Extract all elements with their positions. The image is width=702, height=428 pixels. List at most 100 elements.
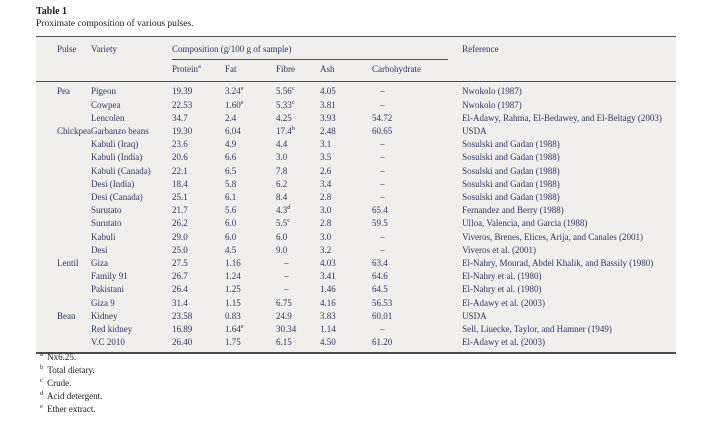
cell-carbohydrate: 64.5	[372, 284, 388, 295]
table-row: Desi 25.0 4.5 9.0 3.2 – Viveros et al. (2001)	[36, 244, 676, 257]
cell-reference: El-Adawy et al. (2003)	[462, 337, 546, 348]
cell-variety: Red kidney	[91, 324, 133, 335]
cell-variety: Desi (India)	[91, 178, 135, 189]
col-header-composition-group: Composition (g/100 g of sample)	[172, 37, 462, 62]
cell-fibre: 5.56c	[276, 85, 295, 97]
cell-variety: Garbanzo beans	[91, 126, 149, 137]
cell-reference: Sell, Liuecke, Taylor, and Hamner (1949)	[462, 324, 612, 335]
sub-header-row: Proteina Fat Fibre Ash Carbohydrate	[36, 61, 677, 83]
cell-fibre: 24.9	[276, 310, 292, 321]
cell-variety: Desi (Canada)	[91, 192, 143, 203]
cell-fat: 5.8	[225, 178, 237, 189]
footnote-b: b Total dietary.	[40, 364, 95, 375]
cell-protein: 22.1	[172, 165, 188, 176]
table-row: Lencolen 34.7 2.4 4.25 3.93 54.72 El-Adawy, Ra…	[36, 112, 676, 125]
cell-variety: Giza	[91, 258, 108, 269]
cell-pulse: Chickpea	[57, 126, 91, 137]
cell-fat: 1.24	[225, 271, 241, 282]
cell-fat: 6.5	[225, 165, 237, 176]
cell-fibre: 8.4	[276, 192, 288, 203]
table-row: Giza 9 31.4 1.15 6.75 4.16 56.53 El-Adawy et a…	[36, 297, 676, 310]
cell-fat: 4.5	[225, 244, 237, 255]
cell-variety: Cowpea	[91, 99, 121, 110]
cell-protein: 34.7	[172, 112, 188, 123]
cell-protein: 20.6	[172, 152, 188, 163]
footnote-c: c Crude.	[40, 377, 72, 388]
cell-carbohydrate: –	[372, 178, 462, 191]
cell-pulse	[36, 270, 91, 283]
cell-carbohydrate: 56.53	[372, 297, 393, 308]
table-row: Pea Pigeon 19.39 3.24e 5.56c 4.05 – Nwokolo (19…	[36, 82, 676, 99]
cell-carbohydrate: 60.01	[372, 310, 393, 321]
cell-reference: Nwokolo (1987)	[462, 86, 522, 97]
cell-variety: Surutato	[91, 218, 122, 229]
cell-carbohydrate: 65.4	[372, 205, 388, 216]
no-data-dash: –	[380, 165, 385, 176]
cell-carbohydrate: –	[372, 99, 462, 112]
cell-variety: Kabuli (Iraq)	[91, 139, 139, 150]
cell-protein: 31.4	[172, 297, 188, 308]
cell-fat: 1.15	[225, 297, 241, 308]
table-row: Chickpea Garbanzo beans 19.30 6.04 17.4b 2.48…	[36, 125, 676, 138]
table-header: Pulse Variety Composition (g/100 g of sa…	[36, 37, 677, 83]
cell-reference: Sosulski and Gadan (1988)	[462, 139, 560, 150]
cell-reference: Sosulski and Gadan (1988)	[462, 178, 560, 189]
cell-carbohydrate: 63.4	[372, 258, 388, 269]
cell-reference: El-Adawy, Rahma, El-Bedawey, and El-Belt…	[462, 112, 662, 123]
table-row: Red kidney 16.89 1.64e 30.34 1.14 – Sell, Liue…	[36, 323, 676, 336]
col-header-pulse: Pulse	[57, 44, 77, 54]
composition-group-label: Composition (g/100 g of sample)	[172, 43, 449, 61]
cell-ash: 3.0	[320, 205, 332, 216]
cell-reference: USDA	[462, 126, 487, 137]
no-data-dash: –	[380, 99, 385, 110]
cell-carbohydrate: 59.5	[372, 218, 388, 229]
sub-header-protein: Proteina	[172, 61, 225, 83]
cell-protein: 23.58	[172, 310, 193, 321]
cell-protein: 27.5	[172, 258, 188, 269]
cell-variety: Giza 9	[91, 297, 115, 308]
table-row: Kabuli (India) 20.6 6.6 3.0 3.5 – Sosulski and…	[36, 151, 676, 164]
no-data-dash: –	[380, 244, 385, 255]
footnote-a: a Nx6.25.	[40, 351, 77, 362]
cell-pulse	[36, 204, 91, 217]
table-row: Desi (India) 18.4 5.8 6.2 3.4 – Sosulski and G…	[36, 178, 676, 191]
cell-fat: 3.24e	[225, 85, 244, 97]
cell-ash: 4.16	[320, 297, 336, 308]
cell-protein: 25.0	[172, 244, 188, 255]
cell-variety: V.C 2010	[91, 337, 125, 348]
cell-protein: 26.40	[172, 337, 193, 348]
cell-pulse	[36, 297, 91, 310]
cell-fibre: 5.33c	[276, 98, 295, 110]
no-data-dash: –	[380, 152, 385, 163]
cell-fibre: 4.3d	[276, 204, 291, 216]
cell-carbohydrate: –	[372, 244, 462, 257]
col-header-reference: Reference	[462, 44, 499, 54]
no-data-dash: –	[284, 258, 289, 269]
cell-ash: 2.8	[320, 218, 332, 229]
cell-protein: 23.6	[172, 139, 188, 150]
cell-pulse: Lentil	[57, 258, 79, 269]
cell-ash: 4.50	[320, 337, 336, 348]
cell-variety: Kidney	[91, 310, 118, 321]
cell-protein: 21.7	[172, 205, 188, 216]
cell-ash: 3.4	[320, 178, 332, 189]
cell-carbohydrate: 60.65	[372, 126, 393, 137]
sub-header-spacer	[36, 61, 91, 83]
no-data-dash: –	[284, 271, 289, 282]
cell-protein: 19.39	[172, 86, 193, 97]
cell-protein: 19.30	[172, 126, 193, 137]
table-row: Cowpea 22.53 1.60e 5.33c 3.81 – Nwokolo (1987)	[36, 99, 676, 112]
cell-fibre: 4.4	[276, 139, 288, 150]
cell-pulse	[36, 244, 91, 257]
cell-pulse	[36, 231, 91, 244]
table-row: Surutato 21.7 5.6 4.3d 3.0 65.4 Fernandez and …	[36, 204, 676, 217]
cell-fat: 6.6	[225, 152, 237, 163]
cell-protein: 18.4	[172, 178, 188, 189]
cell-fat: 4.9	[225, 139, 237, 150]
cell-pulse	[36, 138, 91, 151]
table-caption-label: Table 1	[36, 6, 68, 17]
cell-fat: 1.64e	[225, 323, 244, 335]
cell-pulse	[36, 151, 91, 164]
cell-pulse	[36, 283, 91, 296]
